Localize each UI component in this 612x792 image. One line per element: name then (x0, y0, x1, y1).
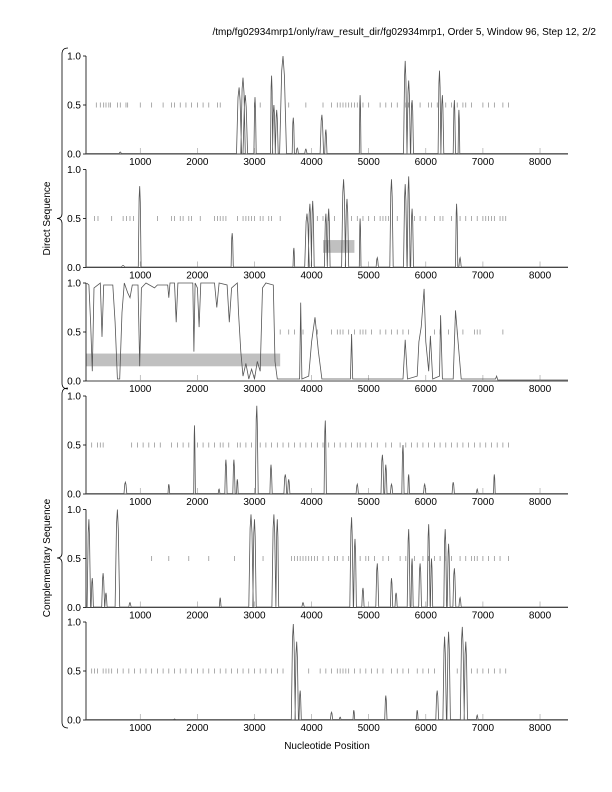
y-tick-label: 0.5 (67, 214, 81, 225)
y-tick-label: 0.0 (67, 150, 81, 161)
x-tick-label: 4000 (300, 157, 323, 168)
x-tick-label: 1000 (129, 271, 152, 282)
y-tick-label: 0.5 (67, 101, 81, 112)
panel-complementary-frame-2: 0.0 0.5 1.0 1000 2000 3000 4000 5000 6000 7000 800… (67, 505, 568, 622)
panel-direct-frame-3: 0.0 0.5 1.0 1000 2000 3000 4000 5000 6000 7000 800… (67, 279, 568, 395)
y-tick-label: 1.0 (67, 52, 81, 63)
x-tick-label: 2000 (186, 384, 209, 395)
x-tick-label: 7000 (472, 723, 495, 734)
x-tick-label: 7000 (472, 384, 495, 395)
x-tick-label: 5000 (358, 384, 381, 395)
x-tick-label: 7000 (472, 611, 495, 622)
group-label: Direct Sequence (42, 181, 53, 255)
coding-potential-line (86, 55, 568, 154)
x-tick-label: 5000 (358, 271, 381, 282)
x-tick-label: 1000 (129, 611, 152, 622)
x-tick-label: 3000 (243, 723, 266, 734)
y-tick-label: 1.0 (67, 279, 81, 290)
x-tick-label: 1000 (129, 384, 152, 395)
x-tick-label: 6000 (415, 611, 438, 622)
x-tick-label: 2000 (186, 271, 209, 282)
y-tick-label: 1.0 (67, 165, 81, 176)
x-tick-label: 3000 (243, 157, 266, 168)
coding-potential-line (86, 176, 568, 268)
x-tick-label: 2000 (186, 157, 209, 168)
y-tick-label: 0.0 (67, 490, 81, 501)
group-label: Complementary Sequence (42, 498, 53, 617)
x-tick-label: 5000 (358, 157, 381, 168)
y-tick-label: 0.0 (67, 603, 81, 614)
x-tick-label: 4000 (300, 497, 323, 508)
x-tick-label: 1000 (129, 723, 152, 734)
y-tick-label: 0.0 (67, 716, 81, 727)
x-tick-label: 3000 (243, 384, 266, 395)
x-tick-label: 6000 (415, 271, 438, 282)
y-tick-label: 0.5 (67, 667, 81, 678)
y-tick-label: 0.5 (67, 328, 81, 339)
y-tick-label: 1.0 (67, 505, 81, 516)
coding-potential-line (86, 405, 568, 494)
x-tick-label: 8000 (529, 157, 552, 168)
y-tick-label: 0.5 (67, 441, 81, 452)
x-tick-label: 8000 (529, 384, 552, 395)
x-axis-label: Nucleotide Position (284, 741, 370, 752)
x-tick-label: 5000 (358, 611, 381, 622)
panel-direct-frame-1: 0.0 0.5 1.0 1000 2000 3000 4000 5000 6000 7000 800… (67, 52, 568, 168)
x-tick-label: 8000 (529, 271, 552, 282)
x-tick-label: 4000 (300, 384, 323, 395)
x-tick-label: 4000 (300, 611, 323, 622)
y-tick-label: 0.5 (67, 554, 81, 565)
x-tick-label: 5000 (358, 497, 381, 508)
y-tick-label: 0.0 (67, 263, 81, 274)
x-tick-label: 8000 (529, 611, 552, 622)
x-tick-label: 3000 (243, 497, 266, 508)
x-tick-label: 4000 (300, 723, 323, 734)
x-tick-label: 4000 (300, 271, 323, 282)
x-tick-label: 2000 (186, 611, 209, 622)
x-tick-label: 6000 (415, 384, 438, 395)
x-tick-label: 6000 (415, 723, 438, 734)
y-tick-label: 1.0 (67, 392, 81, 403)
x-tick-label: 6000 (415, 157, 438, 168)
coding-potential-line (86, 282, 568, 381)
x-tick-label: 7000 (472, 157, 495, 168)
panel-complementary-frame-1: 0.0 0.5 1.0 1000 2000 3000 4000 5000 6000 7000 800… (67, 392, 568, 508)
x-tick-label: 6000 (415, 497, 438, 508)
group-brace (56, 387, 69, 729)
x-tick-label: 7000 (472, 497, 495, 508)
y-tick-label: 1.0 (67, 618, 81, 629)
x-tick-label: 1000 (129, 497, 152, 508)
x-tick-label: 2000 (186, 497, 209, 508)
x-tick-label: 3000 (243, 611, 266, 622)
x-tick-label: 3000 (243, 271, 266, 282)
x-tick-label: 5000 (358, 723, 381, 734)
panel-direct-frame-2: 0.0 0.5 1.0 1000 2000 3000 4000 5000 6000 7000 800… (67, 165, 568, 282)
panel-complementary-frame-3: 0.0 0.5 1.0 1000 2000 3000 4000 5000 6000 7000 800… (67, 618, 568, 734)
highlight-region (86, 353, 281, 367)
x-tick-label: 2000 (186, 723, 209, 734)
group-brace (56, 47, 69, 390)
coding-potential-line (86, 623, 568, 720)
highlight-region (323, 240, 355, 253)
x-tick-label: 8000 (529, 723, 552, 734)
x-tick-label: 7000 (472, 271, 495, 282)
x-tick-label: 8000 (529, 497, 552, 508)
chart-title: /tmp/fg02934mrp1/only/raw_result_dir/fg0… (212, 27, 596, 38)
y-tick-label: 0.0 (67, 377, 81, 388)
coding-potential-line (86, 509, 568, 608)
x-tick-label: 1000 (129, 157, 152, 168)
